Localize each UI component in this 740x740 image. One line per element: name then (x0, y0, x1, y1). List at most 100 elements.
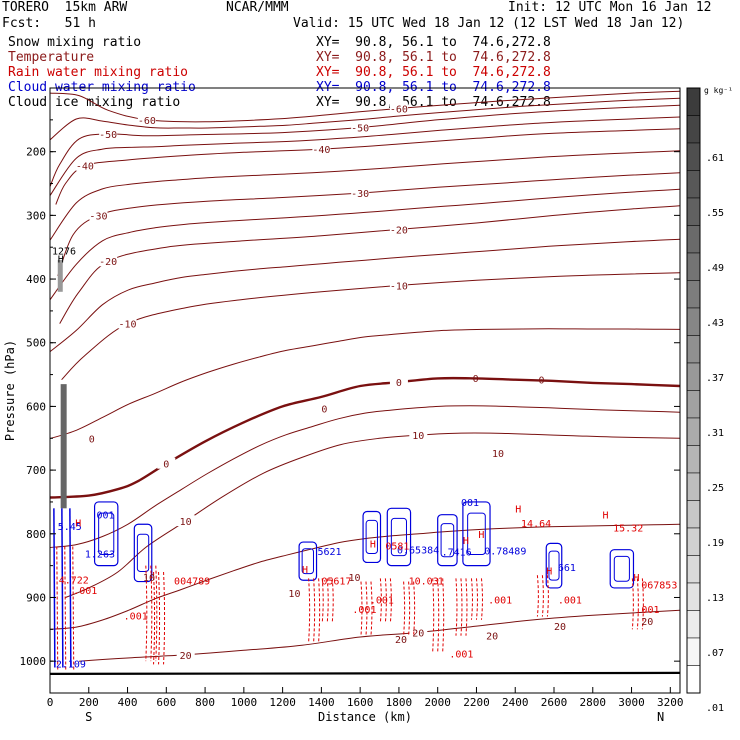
temperature-contour-intermediate (50, 238, 680, 353)
temperature-contour-intermediate (50, 328, 680, 440)
temperature-contour-intermediate (50, 150, 680, 241)
temperature-contour--20 (59, 205, 680, 324)
colorbar-cell (686, 142, 701, 171)
cloud-water-column (61, 508, 64, 668)
colorbar-label: .61 (706, 153, 724, 164)
x-tick-label: 2600 (541, 696, 568, 709)
rain-contour (470, 578, 473, 620)
temperature-contour-label: 20 (412, 629, 424, 640)
end-label: N (657, 710, 664, 724)
field-label: 1.263 (85, 550, 115, 561)
temperature-contour-label: -20 (99, 257, 117, 268)
temperature-contour-label: -30 (351, 189, 369, 200)
colorbar-label: .01 (706, 703, 724, 714)
field-label: 661 (558, 563, 576, 574)
rain-max-label: 14.64 (521, 519, 551, 530)
rain-contour (155, 565, 158, 662)
y-tick-label: 500 (26, 337, 46, 350)
start-label: S (85, 710, 92, 724)
y-tick-label: 200 (26, 146, 46, 159)
rain-max-label: H (478, 530, 484, 541)
rain-contour (370, 581, 373, 636)
field-label: 20 (395, 635, 407, 646)
ice-shading-upper (57, 259, 63, 292)
field-label: 001 (461, 498, 479, 509)
temperature-contour-label: 20 (180, 651, 192, 662)
colorbar-cell (686, 500, 701, 529)
field-label: 0 (321, 404, 327, 415)
colorbar-label: .49 (706, 263, 724, 274)
field-label: 0 (89, 434, 95, 445)
cloud-water-contour-inner (136, 533, 150, 573)
rain-contour (432, 578, 435, 652)
cloud-water-column (53, 508, 56, 668)
contour-label-bg (312, 143, 331, 155)
contour-label-bg (75, 159, 94, 171)
field-label: .001 (124, 611, 148, 622)
colorbar-cell (686, 390, 701, 419)
temperature-contour-label: -40 (312, 145, 330, 156)
colorbar-label: .25 (706, 483, 724, 494)
temperature-contour-label: -10 (390, 281, 408, 292)
colorbar-cell (686, 665, 701, 694)
contour-label-bg (99, 127, 118, 139)
temperature-contour-label: -50 (351, 123, 369, 134)
rain-contour (153, 571, 156, 665)
field-xy-snow: XY= 90.8, 56.1 to 74.6,272.8 (316, 35, 551, 50)
field-label: .001 (73, 586, 97, 597)
colorbar-cell (686, 445, 701, 474)
colorbar-label: .13 (706, 593, 724, 604)
temperature-contour-intermediate (50, 405, 680, 548)
rain-contour (465, 578, 468, 636)
cloud-water-contour (386, 507, 412, 567)
temperature-contour-intermediate (50, 116, 680, 196)
rain-max-label: 004789 (174, 576, 210, 587)
rain-max-label: H (546, 567, 552, 578)
field-label: 0 (473, 374, 479, 385)
colorbar-cell (686, 170, 701, 199)
rain-contour (455, 578, 458, 636)
rain-contour (365, 581, 368, 636)
field-label: 20 (641, 617, 653, 628)
x-tick-label: 0 (47, 696, 54, 709)
valid-time: Valid: 15 UTC Wed 18 Jan 12 (12 LST Wed … (293, 16, 685, 31)
rain-max-label: 15.32 (613, 523, 643, 534)
colorbar-cell (686, 115, 701, 144)
rain-max-label: 4.722 (59, 576, 89, 587)
contour-label-bg (409, 429, 428, 441)
rain-contour (631, 578, 634, 630)
field-xy-rain: XY= 90.8, 56.1 to 74.6,272.8 (316, 65, 551, 80)
rain-contour (442, 578, 445, 652)
temperature-contour-label: 0 (163, 460, 169, 471)
colorbar-cell (686, 417, 701, 446)
rain-max-label: H (602, 511, 608, 522)
field-label: 5.45 (58, 522, 82, 533)
contour-label-bg (389, 102, 408, 114)
contour-label-bg (157, 457, 176, 469)
rain-contour (158, 571, 161, 665)
colorbar-cell (686, 87, 701, 116)
y-tick-label: 300 (26, 209, 46, 222)
cloud-water-contour (545, 542, 563, 589)
colorbar-cell (686, 555, 701, 584)
cloud-water-contour-inner (390, 517, 407, 557)
cloud-water-column (69, 508, 72, 668)
contour-label-bg (118, 317, 137, 329)
colorbar-cell (686, 335, 701, 364)
rain-contour (318, 578, 321, 643)
y-tick-label: 400 (26, 273, 46, 286)
temperature-contour-label: -10 (119, 320, 137, 331)
y-tick-label: 700 (26, 464, 46, 477)
x-tick-label: 1800 (386, 696, 413, 709)
cloud-water-contour (462, 501, 491, 567)
y-axis-title: Pressure (hPa) (3, 340, 17, 441)
colorbar-label: .37 (706, 373, 724, 384)
field-label: 0.65384 (397, 546, 439, 557)
rain-contour (313, 578, 316, 643)
cloud-water-contour (362, 510, 382, 564)
rain-contour (636, 578, 639, 630)
rain-contour (331, 578, 334, 623)
colorbar-cell (686, 582, 701, 611)
contour-label-bg (389, 279, 408, 291)
contour-label-bg (176, 515, 195, 527)
